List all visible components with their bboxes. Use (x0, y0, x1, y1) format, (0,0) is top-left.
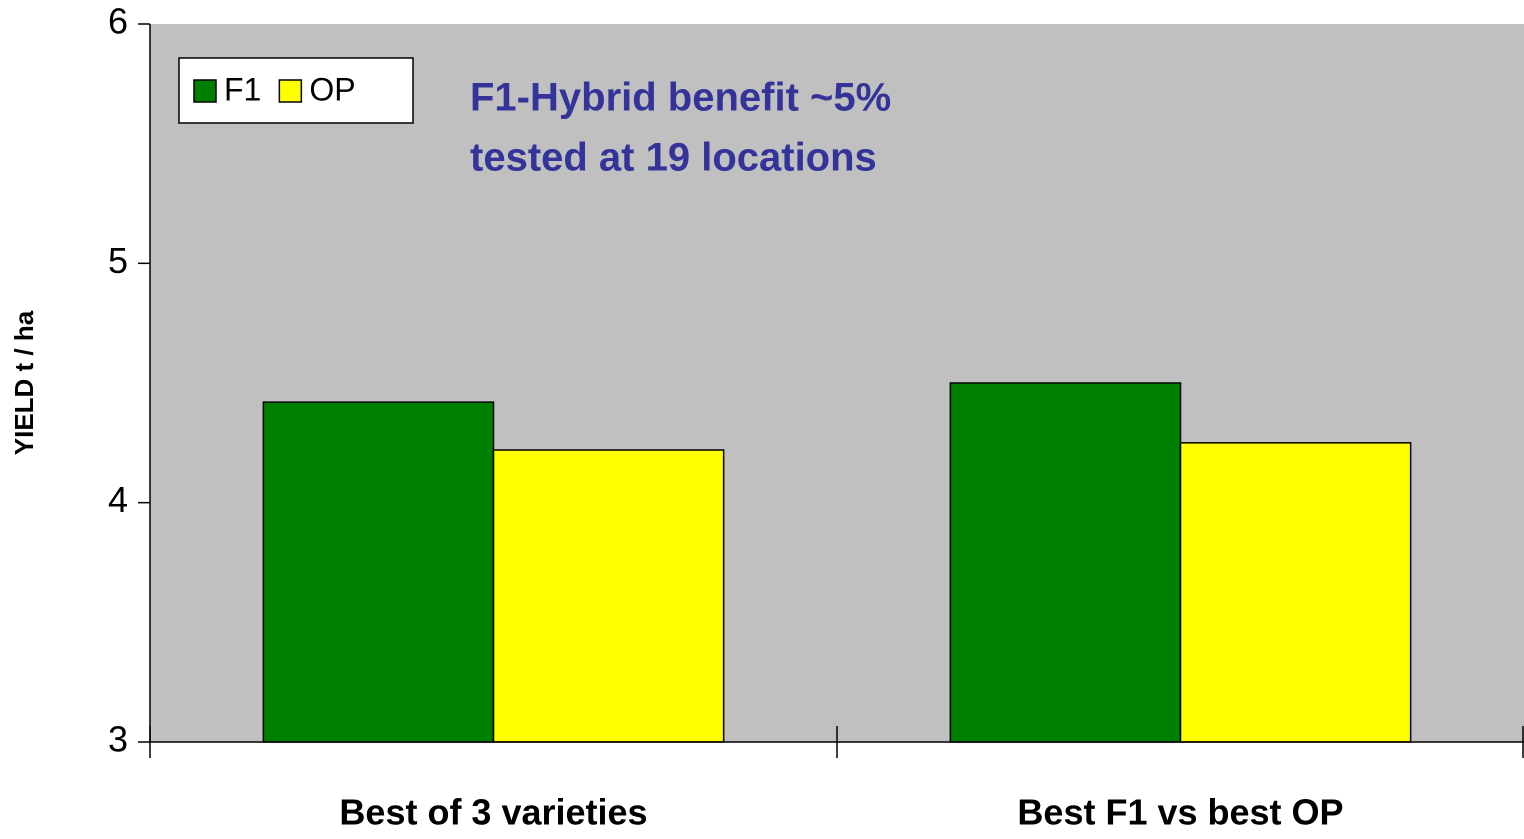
bar (492, 449, 725, 743)
bar (262, 401, 495, 743)
annotation: F1-Hybrid benefit ~5% (470, 76, 891, 120)
bar (949, 382, 1182, 743)
legend-swatch (193, 79, 217, 103)
bar (1179, 442, 1412, 743)
x-tick-label: Best of 3 varieties (339, 792, 647, 833)
legend-swatch (278, 79, 303, 103)
legend-label: F1 (224, 71, 261, 107)
legend-label: OP (309, 71, 355, 107)
y-tick-label: 3 (108, 719, 128, 760)
y-tick-label: 5 (108, 240, 128, 281)
y-tick-label: 4 (108, 479, 128, 520)
annotation: tested at 19 locations (470, 136, 877, 180)
x-tick-label: Best F1 vs best OP (1017, 792, 1343, 833)
y-axis-label: YIELD t / ha (9, 310, 39, 455)
y-tick-label: 6 (108, 1, 128, 42)
